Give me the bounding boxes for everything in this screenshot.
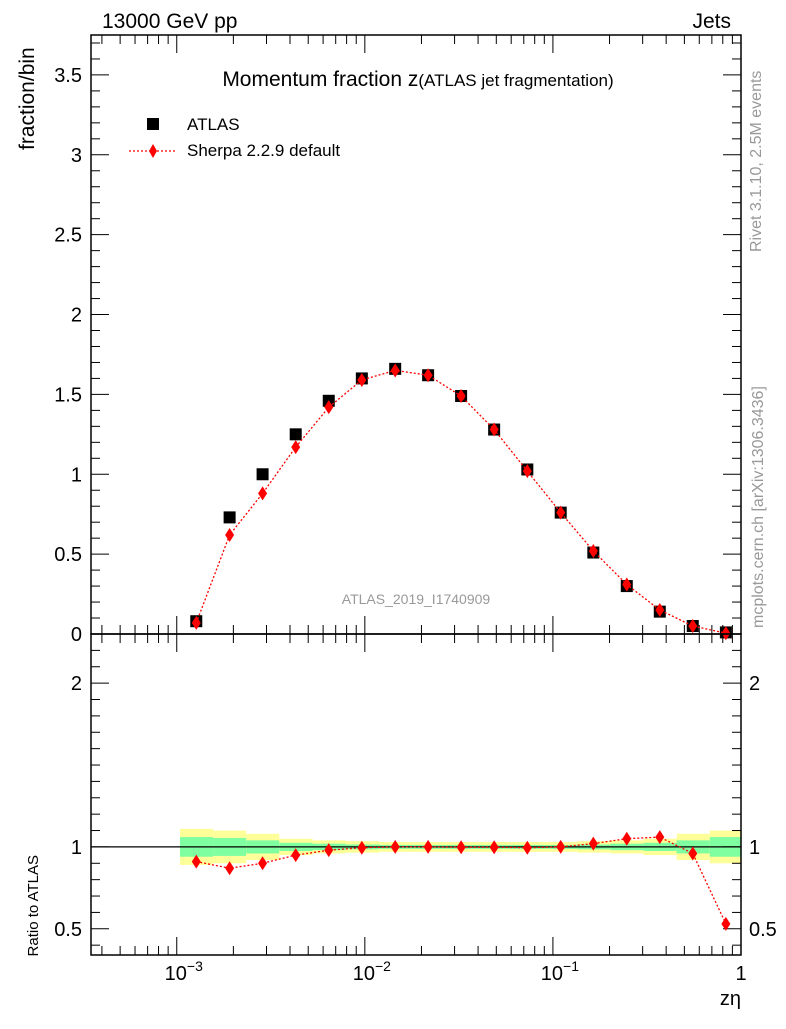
sherpa-ratio-point [655, 830, 665, 845]
ratio-y-tick-label-right: 0.5 [749, 919, 777, 941]
ratio-plot-panel: 0.5 0.51 12 2 10−3 10−2 10−1 1 Ratio to ATLAS … [25, 633, 777, 1010]
sherpa-ratio-point [588, 836, 598, 851]
legend-atlas-label: ATLAS [187, 115, 240, 134]
sherpa-data-point [291, 440, 301, 455]
ratio-data-series [191, 830, 731, 931]
sherpa-ratio-point [688, 846, 698, 861]
mcplots-label: mcplots.cern.ch [arXiv:1306.3436] [750, 386, 767, 628]
atlas-data-point [289, 428, 302, 441]
sherpa-ratio-point [225, 861, 235, 876]
sherpa-data-point [489, 422, 499, 437]
main-y-tick-label: 1 [71, 464, 82, 486]
x-tick-label-base: 1 [735, 963, 746, 985]
sherpa-data-point [258, 486, 268, 501]
main-y-tick-label: 1.5 [54, 384, 82, 406]
sherpa-data-point [324, 400, 334, 415]
main-axis-ticks [91, 35, 742, 635]
sherpa-ratio-point [556, 839, 566, 854]
ratio-y-tick-label-left: 0.5 [54, 919, 82, 941]
sherpa-ratio-point [291, 848, 301, 863]
ratio-y-tick-label-right: 2 [749, 673, 760, 695]
x-tick-label-exponent: −2 [375, 958, 391, 974]
x-tick-label-base: 10 [165, 963, 187, 985]
sherpa-data-point [423, 368, 433, 383]
main-y-tick-label: 2.5 [54, 225, 82, 247]
main-y-tick-label: 2 [71, 305, 82, 327]
sherpa-data-point [390, 363, 400, 378]
chart-title-main: Momentum fraction z [222, 68, 418, 91]
main-data-series [190, 362, 732, 641]
main-y-tick-labels: 0 0.5 1 1.5 2 2.5 3 3.5 [54, 65, 82, 646]
sherpa-ratio-point [489, 840, 499, 855]
sherpa-ratio-point [423, 839, 433, 854]
ratio-y-tick-labels: 0.5 0.5 1 1 2 2 [54, 673, 777, 941]
x-tick-label-exponent: −3 [187, 958, 203, 974]
atlas-data-point [256, 468, 269, 481]
ratio-y-tick-label-left: 1 [71, 837, 82, 859]
main-y-tick-label: 0 [71, 624, 82, 646]
ratio-plot-frame [90, 633, 742, 956]
energy-label: 13000 GeV pp [102, 10, 237, 33]
sherpa-data-point [357, 373, 367, 388]
sherpa-ratio-point [522, 840, 532, 855]
category-label: Jets [692, 10, 731, 33]
x-tick-label: 10−1 [541, 958, 579, 985]
sherpa-ratio-point [721, 916, 731, 931]
y-axis-label: fraction/bin [16, 47, 39, 150]
sherpa-ratio-point [357, 840, 367, 855]
sherpa-data-point [225, 527, 235, 542]
legend-atlas-marker [147, 118, 159, 130]
x-tick-labels: 10−3 10−2 10−1 1 [165, 958, 747, 985]
sherpa-ratio-point [390, 839, 400, 854]
sherpa-data-point [588, 543, 598, 558]
main-y-tick-label: 3 [71, 145, 82, 167]
chart-title-suffix: (ATLAS jet fragmentation) [418, 71, 613, 90]
x-tick-label: 10−2 [353, 958, 391, 985]
main-y-tick-label: 3.5 [54, 65, 82, 87]
sherpa-ratio-point [324, 843, 334, 858]
sherpa-ratio-curve [196, 836, 727, 925]
ratio-y-axis-label: Ratio to ATLAS [25, 855, 42, 956]
ratio-axis-ticks [91, 634, 742, 955]
sherpa-data-point [522, 464, 532, 479]
x-tick-label-base: 10 [353, 963, 375, 985]
x-tick-label-base: 10 [541, 963, 563, 985]
sherpa-data-point [556, 505, 566, 520]
main-plot-panel: 0 0.5 1 1.5 2 2.5 3 3.5 fraction/bin Momentum f… [16, 34, 742, 646]
sherpa-data-point [191, 615, 201, 630]
rivet-version-label: Rivet 3.1.10, 2.5M events [748, 71, 765, 252]
sherpa-ratio-point [191, 854, 201, 869]
sherpa-ratio-point [622, 831, 632, 846]
x-axis-label: zη [720, 988, 741, 1010]
ratio-y-tick-label-left: 2 [71, 673, 82, 695]
sherpa-data-point [721, 626, 731, 641]
ratio-uncertainty-bands [91, 828, 741, 865]
main-y-tick-label: 0.5 [54, 544, 82, 566]
ratio-y-tick-label-right: 1 [749, 837, 760, 859]
sherpa-data-point [622, 577, 632, 592]
sherpa-data-point [688, 619, 698, 634]
sherpa-ratio-point [258, 856, 268, 871]
legend-sherpa-marker [149, 144, 157, 158]
sherpa-data-point [655, 603, 665, 618]
sherpa-ratio-point [456, 840, 466, 855]
analysis-label: ATLAS_2019_I1740909 [342, 591, 491, 607]
x-tick-label: 1 [735, 963, 746, 985]
chart-title: Momentum fraction z(ATLAS jet fragmentat… [222, 68, 613, 91]
x-tick-label-exponent: −1 [563, 958, 579, 974]
atlas-data-point [223, 511, 236, 524]
x-tick-label: 10−3 [165, 958, 203, 985]
legend-sherpa-label: Sherpa 2.2.9 default [187, 141, 340, 160]
legend: ATLAS Sherpa 2.2.9 default [129, 115, 340, 160]
sherpa-data-point [456, 388, 466, 403]
